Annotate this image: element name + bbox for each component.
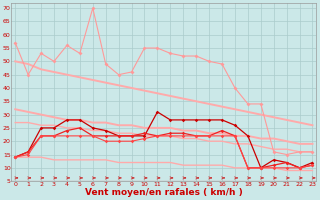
X-axis label: Vent moyen/en rafales ( km/h ): Vent moyen/en rafales ( km/h ) — [85, 188, 243, 197]
